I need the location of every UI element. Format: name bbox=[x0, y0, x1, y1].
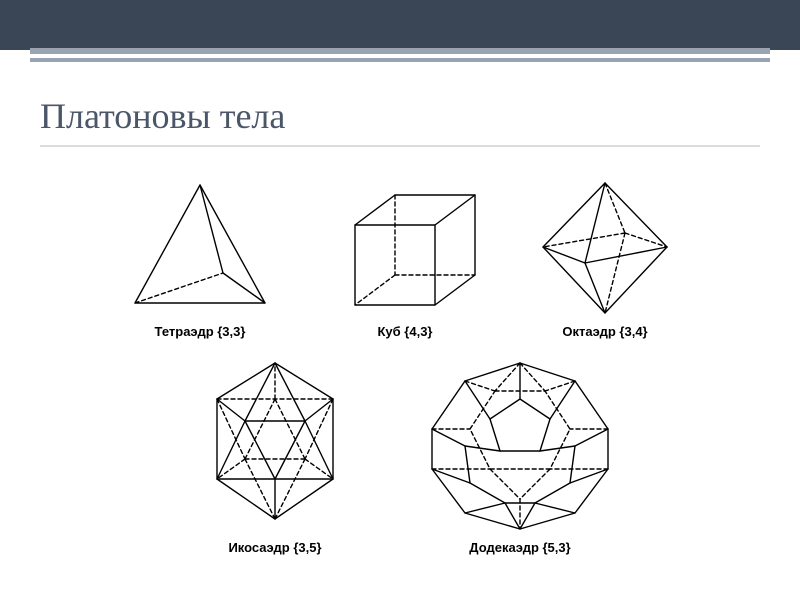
octahedron-solid: Октаэдр {3,4} bbox=[525, 175, 685, 339]
solids-row-2: Икосаэдр {3,5} Додекаэдр {5,3} bbox=[175, 351, 625, 555]
dodecahedron-solid: Додекаэдр {5,3} bbox=[415, 351, 625, 555]
icosahedron-label: Икосаэдр {3,5} bbox=[228, 540, 321, 555]
tetrahedron-svg bbox=[115, 175, 285, 320]
platonic-solids-diagram: Тетраэдр {3,3} Куб {4,3} Октаэдр {3,4} Ико… bbox=[0, 175, 800, 590]
header-stripe-1 bbox=[30, 48, 770, 54]
octahedron-svg bbox=[525, 175, 685, 320]
slide-header bbox=[0, 0, 800, 70]
cube-label: Куб {4,3} bbox=[378, 324, 433, 339]
solids-row-1: Тетраэдр {3,3} Куб {4,3} Октаэдр {3,4} bbox=[115, 175, 685, 339]
page-title: Платоновы тела bbox=[40, 95, 285, 137]
dodecahedron-svg bbox=[415, 351, 625, 536]
cube-solid: Куб {4,3} bbox=[325, 175, 485, 339]
tetrahedron-solid: Тетраэдр {3,3} bbox=[115, 175, 285, 339]
title-underline bbox=[40, 145, 760, 147]
icosahedron-solid: Икосаэдр {3,5} bbox=[175, 351, 375, 555]
icosahedron-svg bbox=[175, 351, 375, 536]
tetrahedron-label: Тетраэдр {3,3} bbox=[155, 324, 246, 339]
header-stripe-2 bbox=[30, 58, 770, 62]
octahedron-label: Октаэдр {3,4} bbox=[562, 324, 647, 339]
dodecahedron-label: Додекаэдр {5,3} bbox=[469, 540, 570, 555]
cube-svg bbox=[325, 175, 485, 320]
header-top-bar bbox=[0, 0, 800, 50]
